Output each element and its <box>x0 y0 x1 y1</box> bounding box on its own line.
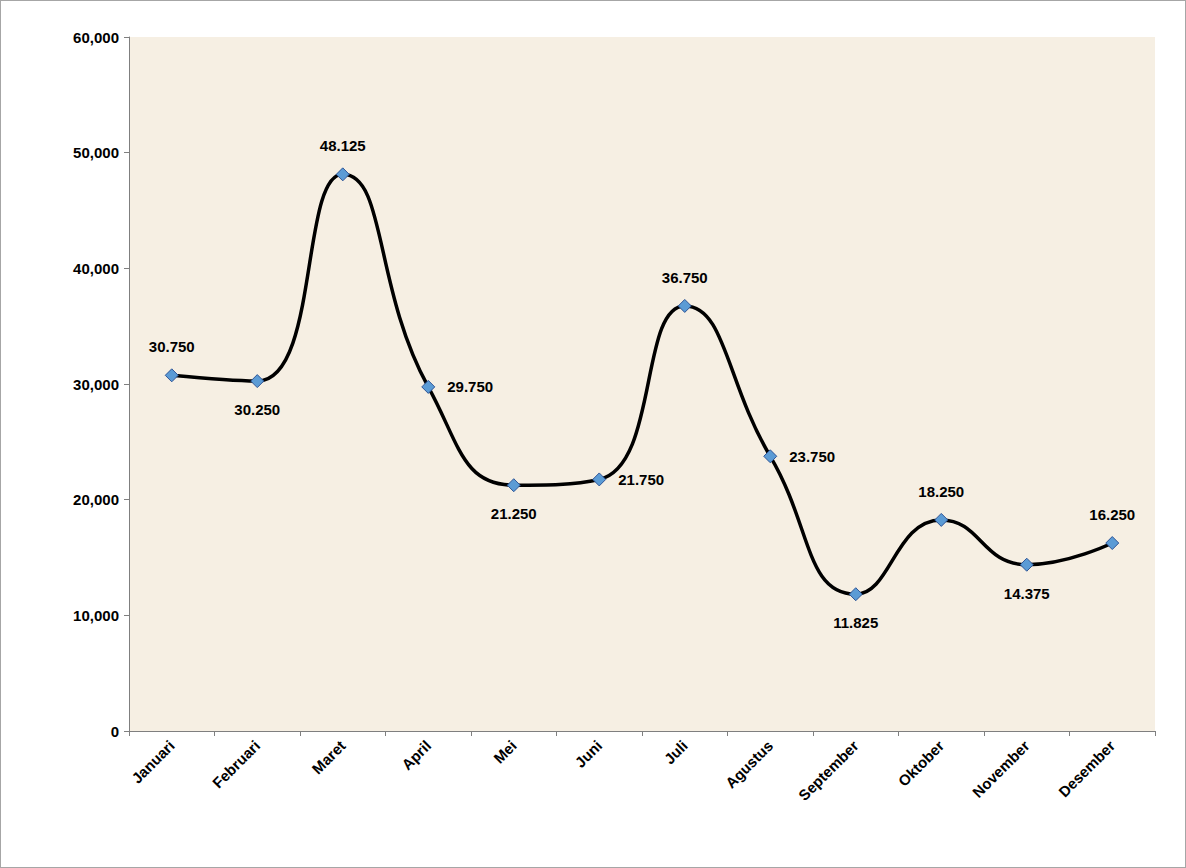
svg-text:14.375: 14.375 <box>1004 585 1050 602</box>
svg-text:48.125: 48.125 <box>320 137 366 154</box>
svg-text:Juni: Juni <box>571 737 605 771</box>
svg-text:Agustus: Agustus <box>722 737 776 791</box>
svg-text:50,000: 50,000 <box>73 144 119 161</box>
svg-text:Januari: Januari <box>128 737 178 787</box>
svg-text:23.750: 23.750 <box>789 448 835 465</box>
svg-text:10,000: 10,000 <box>73 607 119 624</box>
svg-text:11.825: 11.825 <box>833 614 878 631</box>
svg-text:0: 0 <box>111 723 119 740</box>
svg-text:16.250: 16.250 <box>1089 506 1135 523</box>
svg-text:April: April <box>398 737 434 773</box>
svg-text:Juli: Juli <box>660 737 690 767</box>
svg-text:30.750: 30.750 <box>149 338 195 355</box>
svg-text:18.250: 18.250 <box>918 483 964 500</box>
svg-text:29.750: 29.750 <box>447 378 493 395</box>
svg-text:36.750: 36.750 <box>662 269 708 286</box>
svg-text:21.750: 21.750 <box>618 471 664 488</box>
svg-text:Februari: Februari <box>209 737 263 791</box>
svg-text:September: September <box>795 737 862 804</box>
svg-text:30.250: 30.250 <box>234 401 280 418</box>
svg-text:40,000: 40,000 <box>73 260 119 277</box>
svg-text:20,000: 20,000 <box>73 491 119 508</box>
svg-text:Mei: Mei <box>490 737 520 767</box>
svg-text:Desember: Desember <box>1055 737 1118 800</box>
svg-text:21.250: 21.250 <box>491 505 537 522</box>
svg-text:60,000: 60,000 <box>73 29 119 46</box>
svg-text:Oktober: Oktober <box>895 737 948 790</box>
svg-text:November: November <box>969 737 1033 801</box>
svg-text:30,000: 30,000 <box>73 376 119 393</box>
svg-text:Maret: Maret <box>308 737 348 777</box>
